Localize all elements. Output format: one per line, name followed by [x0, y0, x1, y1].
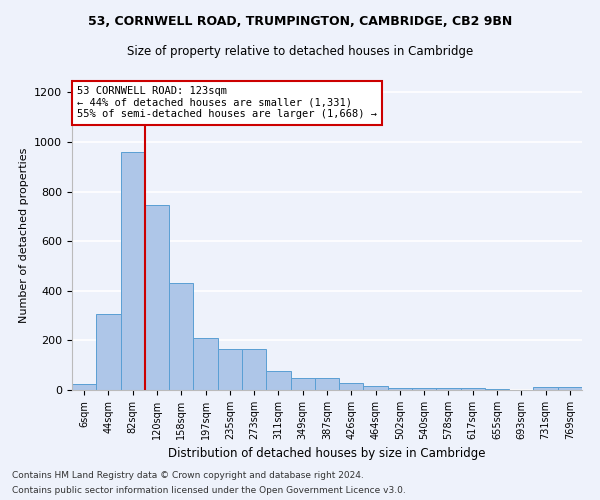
Bar [290, 378, 315, 390]
Bar [558, 387, 582, 390]
Bar [436, 388, 461, 390]
Bar [485, 389, 509, 390]
Text: Contains HM Land Registry data © Crown copyright and database right 2024.: Contains HM Land Registry data © Crown c… [12, 471, 364, 480]
Bar [169, 284, 193, 390]
Bar [533, 387, 558, 390]
Bar [72, 384, 96, 390]
Bar [121, 152, 145, 390]
Y-axis label: Number of detached properties: Number of detached properties [19, 148, 29, 322]
Text: 53 CORNWELL ROAD: 123sqm
← 44% of detached houses are smaller (1,331)
55% of sem: 53 CORNWELL ROAD: 123sqm ← 44% of detach… [77, 86, 377, 120]
Bar [388, 388, 412, 390]
Text: 53, CORNWELL ROAD, TRUMPINGTON, CAMBRIDGE, CB2 9BN: 53, CORNWELL ROAD, TRUMPINGTON, CAMBRIDG… [88, 15, 512, 28]
Bar [315, 378, 339, 390]
Bar [218, 349, 242, 390]
Bar [412, 388, 436, 390]
Text: Contains public sector information licensed under the Open Government Licence v3: Contains public sector information licen… [12, 486, 406, 495]
Bar [364, 386, 388, 390]
Bar [339, 382, 364, 390]
Bar [96, 314, 121, 390]
X-axis label: Distribution of detached houses by size in Cambridge: Distribution of detached houses by size … [168, 448, 486, 460]
Bar [461, 388, 485, 390]
Bar [193, 338, 218, 390]
Text: Size of property relative to detached houses in Cambridge: Size of property relative to detached ho… [127, 45, 473, 58]
Bar [145, 205, 169, 390]
Bar [266, 372, 290, 390]
Bar [242, 349, 266, 390]
